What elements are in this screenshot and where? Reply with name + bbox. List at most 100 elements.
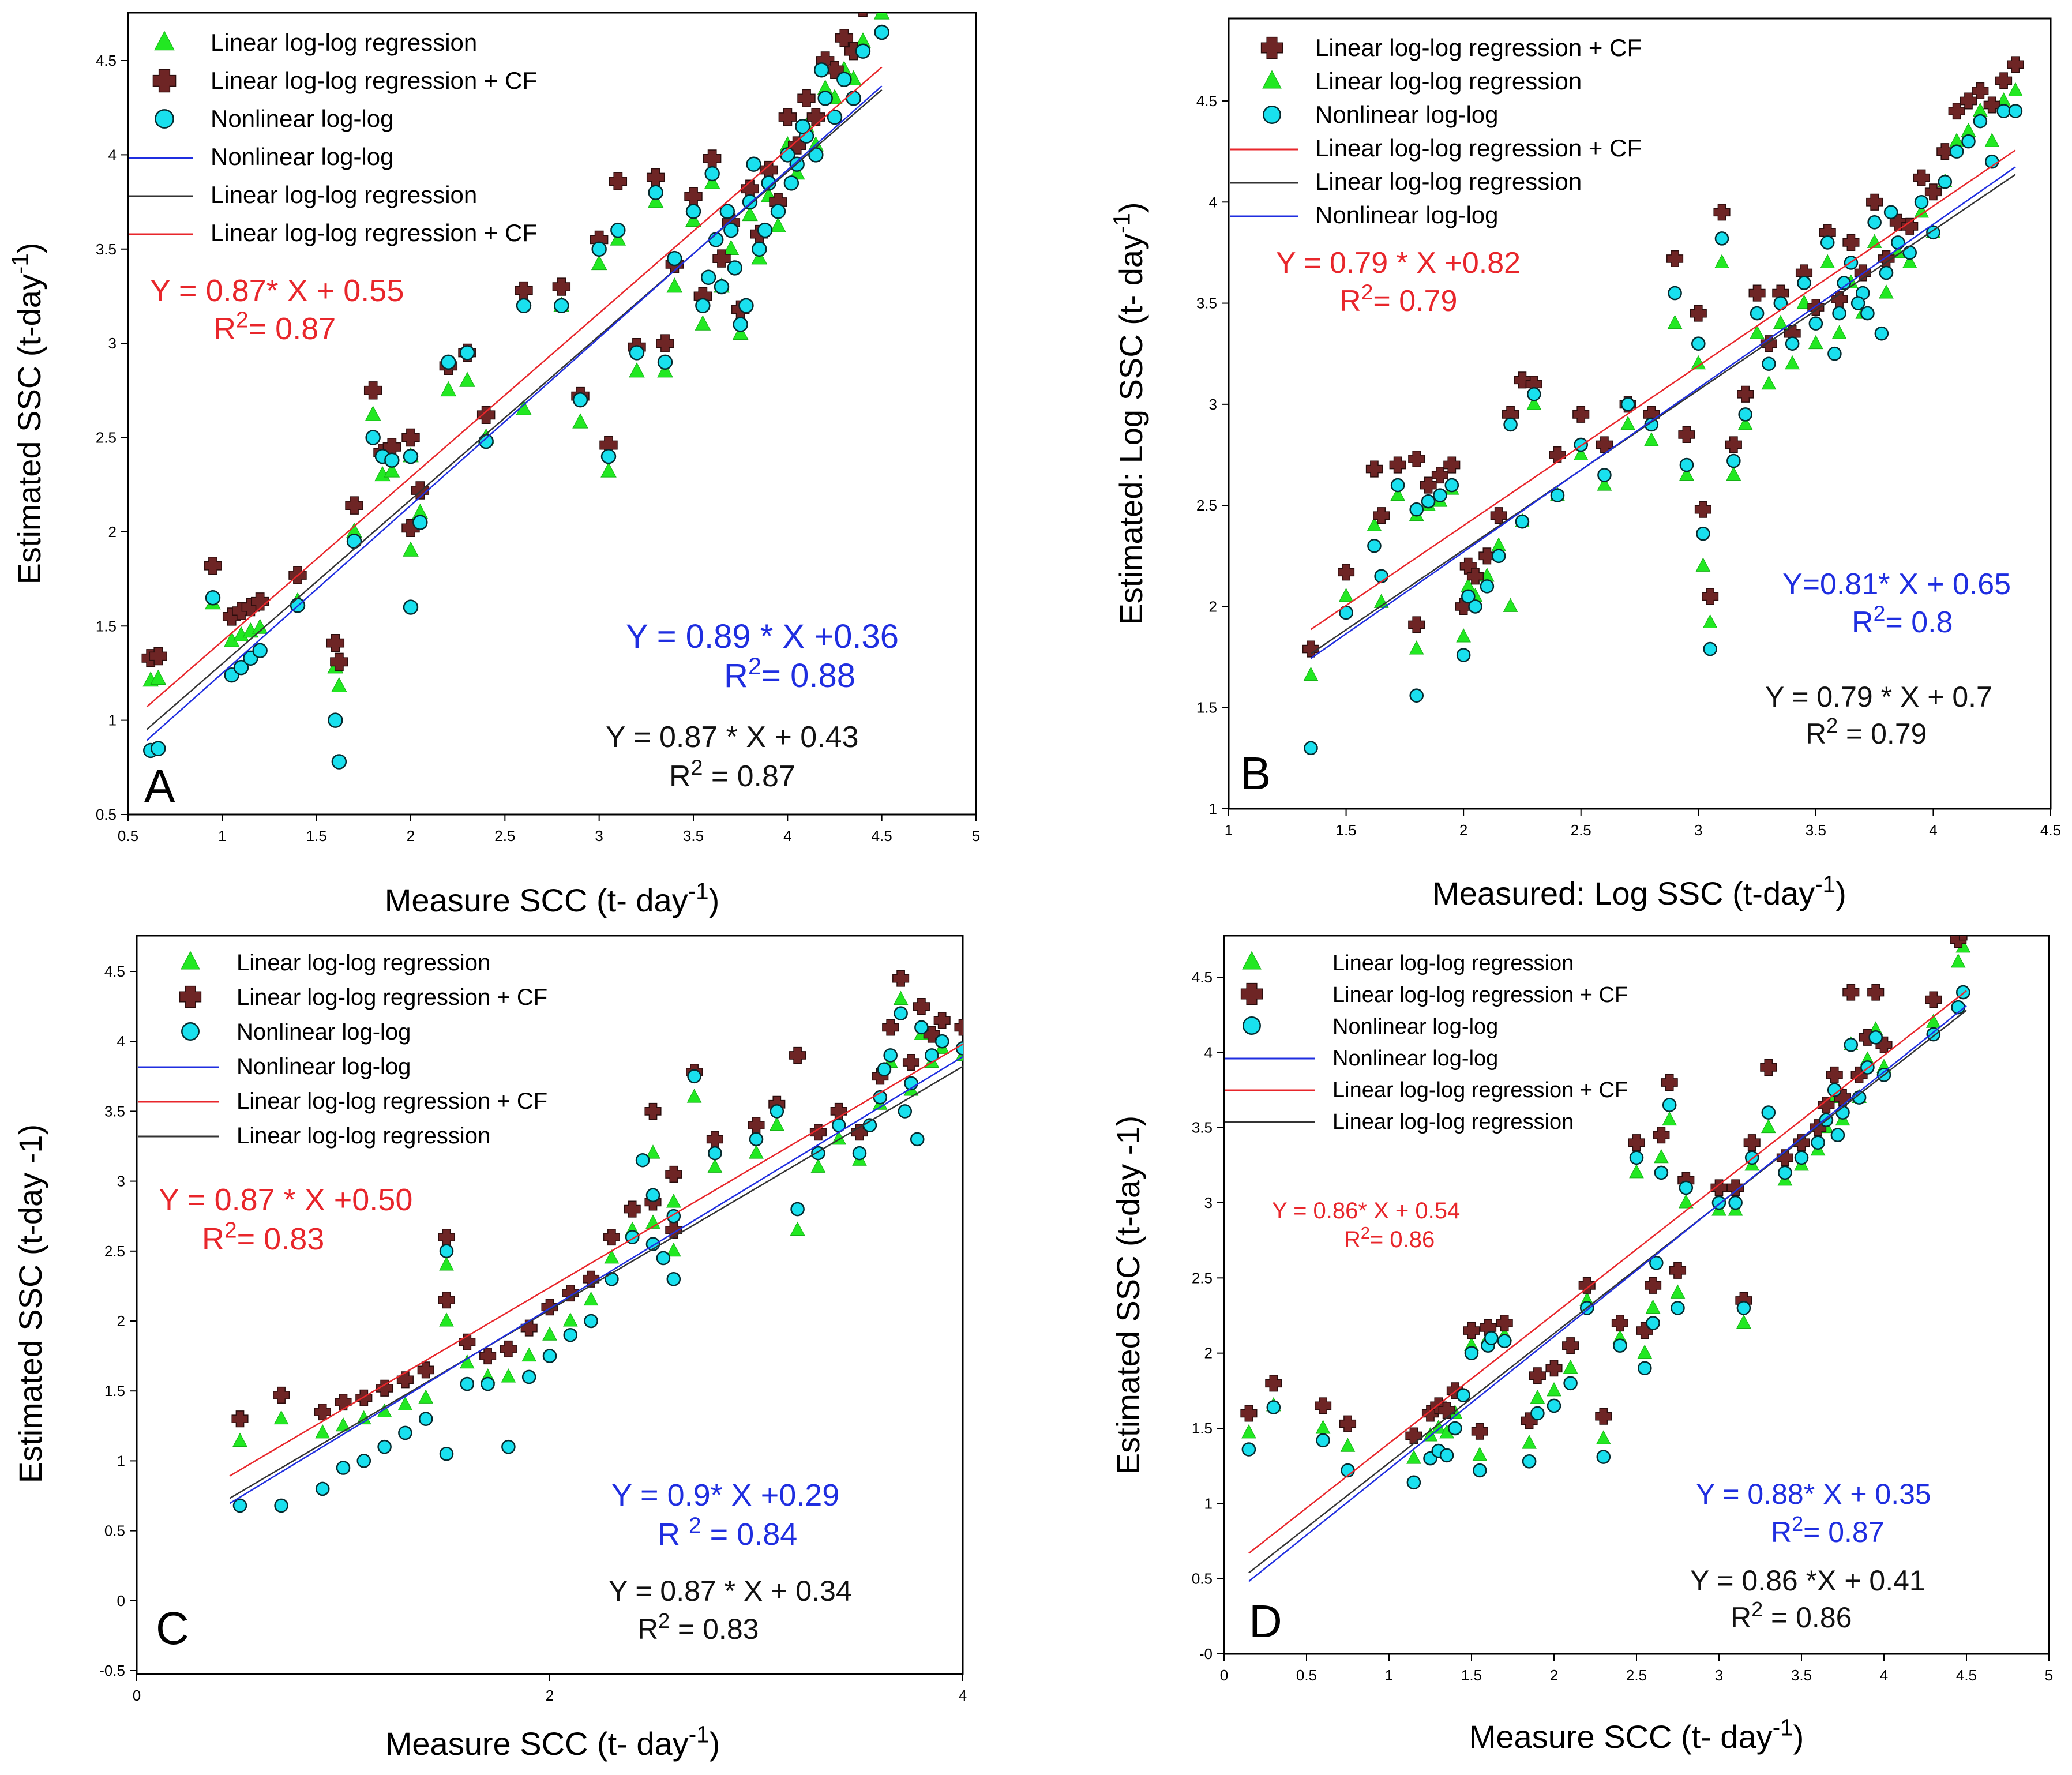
data-point-circle [666, 1271, 681, 1286]
data-point-circle [629, 345, 645, 361]
data-point-triangle [1338, 588, 1354, 602]
r-squared-label-text: R [213, 312, 236, 346]
data-point-triangle [1573, 446, 1589, 460]
fit-line [229, 1056, 963, 1504]
data-point-circle [1914, 194, 1929, 209]
fit-line [1248, 1005, 1967, 1582]
r-squared-label-text: R [658, 1517, 689, 1552]
data-point-plus [1338, 564, 1355, 581]
regression-equation: Y = 0.79 * X + 0.7 [1765, 681, 1992, 713]
data-point-triangle [732, 324, 749, 340]
data-point-circle [719, 204, 735, 219]
data-point-triangle [521, 1347, 537, 1362]
data-point-triangle [562, 1312, 578, 1327]
data-point-plus [1420, 476, 1437, 494]
data-point-circle [1526, 387, 1541, 401]
r-squared-label-end: = 0.83 [237, 1222, 325, 1256]
data-point-circle [770, 1104, 784, 1119]
data-point-circle [645, 1188, 660, 1203]
data-point-triangle [695, 315, 711, 331]
data-point-triangle [707, 1158, 723, 1173]
legend-marker-triangle [181, 951, 200, 970]
data-point-circle [384, 452, 400, 468]
y-tick-label: -0.5 [99, 1662, 125, 1679]
fit-line [146, 85, 883, 741]
data-point-circle [1491, 549, 1506, 564]
data-point-plus [1549, 446, 1566, 464]
data-point-circle [1406, 1475, 1421, 1490]
data-point-circle [648, 185, 663, 200]
data-point-circle [934, 1034, 949, 1049]
data-point-plus [1373, 507, 1390, 524]
y-axis-label-text: Estimated SSC (t-day [11, 274, 47, 584]
data-point-plus [417, 1361, 434, 1379]
y-tick-label: 0.5 [104, 1522, 125, 1540]
data-point-circle [877, 1062, 892, 1076]
data-point-plus [1713, 204, 1731, 221]
chart-panel-c: 0 2 4 -0.5 0 0.5 1 1.5 2 2.5 3 3.5 4 4.5 Measure SCC (… [12, 935, 967, 1762]
data-point-circle [855, 43, 871, 59]
data-point-plus [376, 1379, 393, 1397]
y-axis-label: Estimated SSC (t-day-1) [7, 243, 47, 585]
x-tick-label: 4 [783, 827, 791, 845]
data-point-plus [411, 481, 430, 500]
data-point-plus [1995, 72, 2013, 89]
x-tick-label: 2.5 [1626, 1667, 1647, 1684]
data-point-circle [356, 1454, 371, 1468]
data-point-triangle [1670, 1284, 1686, 1299]
data-point-plus [665, 1165, 682, 1183]
r-squared-label-sup: 2 [748, 652, 761, 680]
data-point-circle [274, 1498, 288, 1513]
r-squared-label-text: R [1852, 606, 1874, 639]
r-squared-label: R2= 0.79 [1339, 280, 1457, 318]
r-squared-label-end: = 0.8 [1885, 606, 1953, 639]
r-squared-label: R2 = 0.83 [637, 1609, 759, 1645]
data-point-triangle [384, 462, 400, 478]
data-point-circle [315, 1481, 330, 1496]
data-point-circle [1646, 1316, 1660, 1330]
data-point-circle [1797, 276, 1811, 290]
legend-label: Linear log-log regression [237, 1123, 490, 1149]
r-squared-label-sup: 2 [224, 1218, 237, 1243]
plot-area [1240, 936, 1972, 1582]
y-tick-label: 3 [1209, 396, 1217, 413]
data-point-circle [790, 1202, 805, 1217]
data-point-triangle [1547, 1382, 1561, 1397]
data-point-plus [438, 1229, 455, 1246]
fit-line [1310, 174, 2016, 655]
data-point-plus [1596, 436, 1613, 453]
data-point-triangle [397, 1396, 413, 1410]
data-point-circle [1867, 215, 1882, 230]
y-tick-label: 4.5 [1192, 969, 1213, 986]
data-point-plus [609, 172, 628, 190]
data-point-plus [1669, 1262, 1687, 1279]
data-point-circle [2008, 104, 2023, 118]
data-point-triangle [647, 193, 664, 208]
data-point-triangle [893, 990, 909, 1005]
data-point-circle [714, 279, 730, 295]
data-point-circle [1654, 1165, 1669, 1180]
r-squared-label: R2= 0.87 [1771, 1512, 1885, 1548]
data-point-plus [1628, 1134, 1645, 1151]
data-point-plus [1240, 1405, 1258, 1422]
data-point-triangle [1737, 416, 1753, 430]
data-point-triangle [1654, 1149, 1669, 1164]
data-point-circle [1868, 1030, 1883, 1045]
data-point-plus [1983, 96, 2000, 114]
data-point-triangle [1645, 1299, 1661, 1314]
legend-label: Nonlinear log-log [237, 1054, 411, 1079]
legend-label: Linear log-log regression + CF [1332, 1078, 1628, 1102]
r-squared-label-end: = 0.86 [1763, 1601, 1852, 1634]
y-axis-label-end: ) [11, 243, 47, 254]
data-point-triangle [501, 1368, 516, 1383]
series-circle [142, 24, 889, 770]
r-squared-label-end: = 0.79 [1838, 718, 1927, 750]
r-squared-label-text: R [1344, 1227, 1361, 1252]
data-point-triangle [331, 677, 347, 693]
data-point-circle [749, 1132, 764, 1147]
legend: Linear log-log regression Linear log-log … [129, 29, 537, 246]
legend-marker-plus [179, 985, 202, 1008]
r-squared-label: R2= 0.87 [213, 307, 336, 346]
